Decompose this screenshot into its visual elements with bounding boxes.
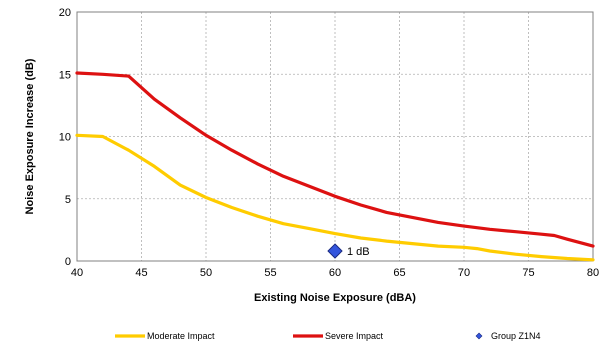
y-tick-label: 10: [59, 132, 71, 144]
x-tick-label: 60: [329, 267, 341, 279]
y-tick-label: 5: [65, 194, 71, 206]
legend-label-group-z1n4: Group Z1N4: [491, 331, 541, 341]
legend-label-moderate-impact: Moderate Impact: [147, 331, 215, 341]
x-tick-label: 75: [522, 267, 534, 279]
legend-swatch-group-z1n4: [475, 332, 483, 340]
moderate-impact-line: [75, 133, 595, 262]
x-tick-label: 45: [135, 267, 147, 279]
grid: [77, 12, 593, 261]
x-tick-label: 80: [587, 267, 599, 279]
tick-labels: 40 45 50 55 60 65 70 75 80 0 5 10 15 20: [59, 7, 599, 279]
x-tick-label: 70: [458, 267, 470, 279]
y-tick-label: 15: [59, 69, 71, 81]
y-tick-label: 20: [59, 7, 71, 19]
x-axis-title: Existing Noise Exposure (dBA): [254, 292, 416, 304]
group-z1n4-point: [327, 243, 343, 259]
x-tick-label: 65: [393, 267, 405, 279]
legend-label-severe-impact: Severe Impact: [325, 331, 384, 341]
series-group: 1 dB: [75, 71, 595, 262]
x-tick-label: 40: [71, 267, 83, 279]
severe-impact-line: [75, 71, 595, 248]
x-tick-label: 50: [200, 267, 212, 279]
y-tick-label: 0: [65, 256, 71, 268]
y-axis-title: Noise Exposure Increase (dB): [24, 58, 36, 214]
x-tick-label: 55: [264, 267, 276, 279]
data-label: 1 dB: [347, 246, 370, 258]
legend: Moderate Impact Severe Impact Group Z1N4: [115, 331, 541, 341]
